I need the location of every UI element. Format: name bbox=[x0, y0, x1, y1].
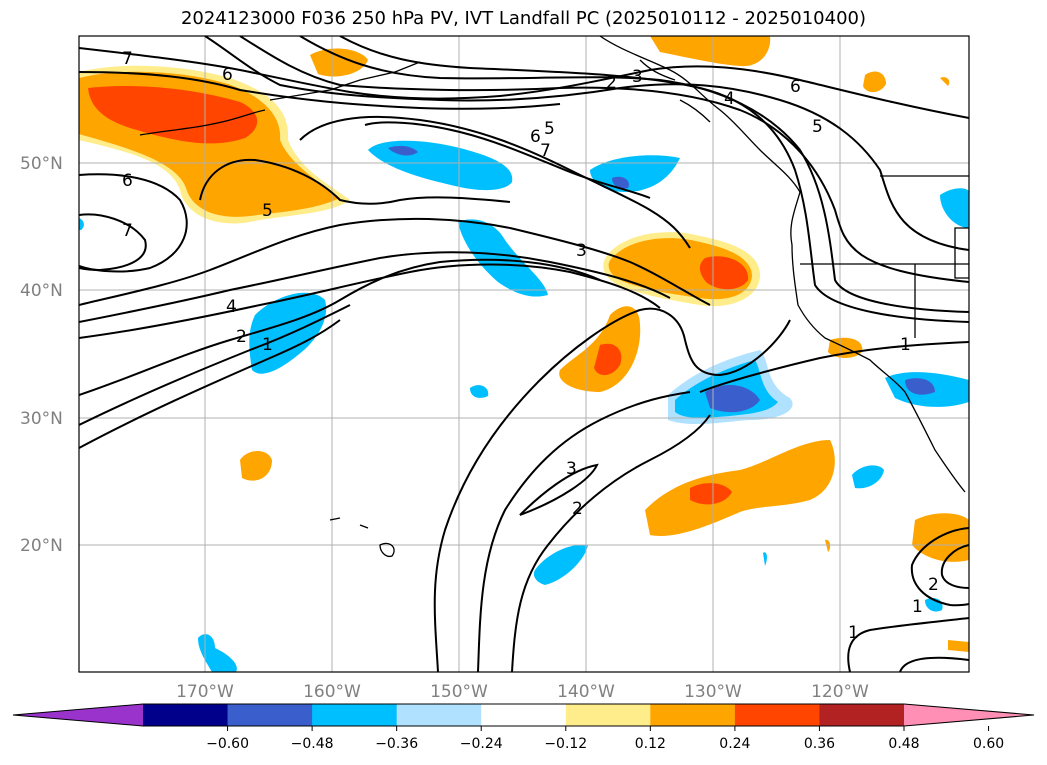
colorbar-swatch bbox=[734, 704, 820, 726]
contour-label-group: 7 6 6 5 6 5 7 3 2 3 4 5 6 7 4 2 1 3 2 1 … bbox=[122, 49, 939, 643]
colorbar-outline bbox=[12, 703, 1035, 727]
contour-label: 4 bbox=[724, 89, 735, 109]
contour-label: 7 bbox=[540, 141, 551, 161]
negative-anomaly-regions bbox=[79, 140, 969, 672]
contour-label: 1 bbox=[912, 597, 923, 617]
lon-label: 140°W bbox=[557, 682, 615, 702]
colorbar-tick-label: −0.48 bbox=[291, 736, 334, 752]
colorbar-tick-label: 0.60 bbox=[973, 736, 1004, 752]
colorbar-swatch bbox=[565, 704, 651, 726]
contour-label: 6 bbox=[530, 127, 541, 147]
contour-label: 2 bbox=[606, 73, 617, 93]
colorbar-swatch bbox=[396, 704, 482, 726]
contour-label: 2 bbox=[572, 499, 583, 519]
colorbar: −0.60 −0.48 −0.36 −0.24 −0.12 0.12 0.24 0.36 0.4… bbox=[12, 703, 1035, 752]
colorbar-tick-label: −0.24 bbox=[460, 736, 503, 752]
contour-label: 3 bbox=[576, 241, 587, 261]
contour-label: 7 bbox=[122, 49, 133, 69]
colorbar-tick-label: −0.60 bbox=[206, 736, 249, 752]
colorbar-swatch bbox=[312, 704, 398, 726]
contour-label: 1 bbox=[262, 335, 273, 355]
colorbar-tick-label: 0.12 bbox=[635, 736, 666, 752]
contour-label: 4 bbox=[226, 297, 237, 317]
colorbar-tick-label: 0.36 bbox=[804, 736, 835, 752]
colorbar-swatch bbox=[481, 704, 567, 726]
contour-label: 3 bbox=[566, 459, 577, 479]
colorbar-swatch bbox=[143, 704, 229, 726]
colorbar-extend-min bbox=[13, 704, 143, 726]
contour-label: 2 bbox=[928, 575, 939, 595]
lon-label: 150°W bbox=[430, 682, 488, 702]
map-title: 2024123000 F036 250 hPa PV, IVT Landfall… bbox=[180, 8, 867, 29]
map-frame bbox=[78, 35, 970, 673]
lat-label: 50°N bbox=[20, 154, 63, 174]
lat-label: 40°N bbox=[20, 281, 63, 301]
colorbar-tick-label: 0.48 bbox=[888, 736, 919, 752]
colorbar-tick-label: −0.36 bbox=[375, 736, 418, 752]
contour-label: 2 bbox=[236, 327, 247, 347]
colorbar-swatch bbox=[650, 704, 736, 726]
contour-label: 6 bbox=[222, 65, 233, 85]
colorbar-swatch bbox=[819, 704, 905, 726]
lat-label: 20°N bbox=[20, 536, 63, 556]
shaded-fields: 7 6 6 5 6 5 7 3 2 3 4 5 6 7 4 2 1 3 2 1 … bbox=[79, 36, 969, 672]
contour-label: 5 bbox=[262, 201, 273, 221]
contour-label: 7 bbox=[122, 221, 133, 241]
contour-label: 3 bbox=[632, 67, 643, 87]
contour-label: 1 bbox=[848, 623, 859, 643]
lon-label: 120°W bbox=[811, 682, 869, 702]
colorbar-swatch bbox=[227, 704, 313, 726]
contour-label: 6 bbox=[790, 77, 801, 97]
colorbar-tick-label: −0.12 bbox=[544, 736, 587, 752]
lat-label: 30°N bbox=[20, 409, 63, 429]
positive-anomaly-regions bbox=[79, 36, 969, 652]
contour-label: 6 bbox=[122, 171, 133, 191]
colorbar-tick-label: 0.24 bbox=[719, 736, 750, 752]
contour-label: 1 bbox=[900, 335, 911, 355]
contour-label: 5 bbox=[544, 119, 555, 139]
lon-label: 160°W bbox=[303, 682, 361, 702]
lon-label: 130°W bbox=[684, 682, 742, 702]
contour-label: 5 bbox=[812, 117, 823, 137]
lon-label: 170°W bbox=[176, 682, 234, 702]
pv-contours bbox=[79, 36, 969, 672]
graticule bbox=[79, 36, 969, 672]
colorbar-extend-max bbox=[904, 704, 1034, 726]
